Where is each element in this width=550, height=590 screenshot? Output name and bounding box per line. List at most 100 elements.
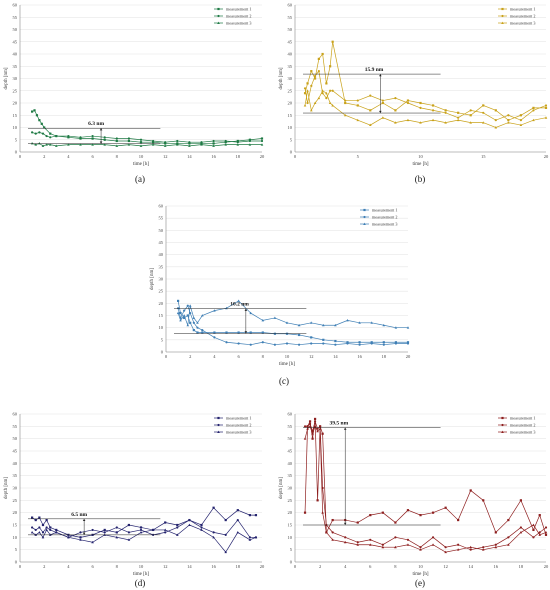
data-point — [544, 531, 548, 534]
data-point — [369, 543, 372, 546]
data-point — [176, 526, 179, 529]
y-tick-label: 25 — [159, 289, 164, 294]
annotation-arrowhead — [379, 110, 382, 114]
data-point — [457, 518, 460, 522]
data-point — [152, 139, 155, 143]
data-point — [313, 424, 317, 428]
data-point — [285, 321, 289, 324]
data-point — [176, 311, 180, 315]
data-point — [406, 342, 410, 345]
y-tick-label: 20 — [13, 510, 18, 515]
legend-marker — [501, 7, 504, 11]
legend-marker — [217, 7, 220, 11]
legend-entry: measurement 2 — [226, 423, 251, 428]
data-point — [358, 341, 361, 344]
legend-entry: measurement 1 — [510, 416, 535, 421]
data-point — [334, 339, 337, 343]
data-point — [41, 535, 45, 539]
chart-panel-5: 0 5 10 15 20 25 30 35 40 45 50 55 60 0 2 4 6 8 10 12 14 16 18 2… — [279, 412, 549, 589]
data-point — [249, 311, 252, 315]
series-1 — [177, 299, 410, 344]
data-point — [381, 101, 384, 105]
y-tick-label: 10 — [288, 125, 293, 130]
data-point — [139, 531, 143, 534]
y-tick-label: 0 — [290, 150, 293, 155]
data-point — [431, 543, 435, 546]
data-point — [311, 437, 314, 440]
data-point — [115, 526, 118, 529]
data-point — [444, 121, 447, 124]
data-point — [212, 506, 215, 509]
x-tick-label: 18 — [519, 564, 524, 569]
data-point — [225, 331, 228, 334]
x-tick-label: 2 — [189, 354, 191, 359]
y-tick-label: 15 — [13, 523, 18, 528]
x-tick-label: 20 — [544, 564, 549, 569]
data-point — [419, 121, 422, 124]
y-tick-label: 5 — [290, 137, 293, 142]
data-point — [41, 132, 45, 135]
data-point — [38, 516, 41, 519]
y-tick-label: 25 — [13, 498, 18, 503]
y-tick-label: 5 — [290, 547, 293, 552]
legend-marker — [501, 416, 504, 420]
panel-label: (b) — [415, 174, 426, 184]
data-point — [306, 427, 309, 430]
data-point — [313, 420, 317, 423]
y-tick-label: 60 — [288, 3, 293, 8]
data-point — [431, 104, 435, 107]
data-point — [303, 104, 307, 107]
data-point — [370, 321, 373, 324]
data-point — [469, 109, 472, 112]
data-point — [318, 427, 322, 430]
data-point — [308, 420, 312, 423]
legend-entry: measurement 2 — [226, 14, 251, 19]
data-point — [370, 341, 373, 344]
data-point — [188, 142, 191, 145]
data-point — [319, 425, 322, 428]
data-point — [55, 531, 58, 534]
data-point — [369, 123, 372, 127]
legend-marker — [501, 14, 504, 18]
data-point — [316, 499, 319, 502]
data-point — [79, 536, 82, 539]
data-point — [115, 144, 119, 147]
series-3 — [303, 424, 548, 554]
y-tick-label: 35 — [13, 473, 18, 478]
y-tick-label: 15 — [13, 113, 18, 118]
legend-entry: measurement 3 — [226, 430, 251, 435]
data-point — [152, 141, 155, 144]
data-point — [103, 143, 106, 146]
x-tick-label: 0 — [165, 354, 168, 359]
data-point — [325, 531, 328, 534]
y-tick-label: 55 — [159, 216, 164, 221]
data-point — [261, 331, 264, 334]
x-tick-label: 5 — [357, 154, 360, 159]
data-point — [394, 109, 397, 112]
data-point — [344, 536, 347, 539]
y-tick-label: 0 — [15, 560, 18, 565]
x-tick-label: 12 — [443, 564, 448, 569]
data-point — [306, 425, 309, 428]
data-point — [189, 321, 192, 324]
data-point — [317, 57, 320, 60]
x-axis-label: time [h] — [413, 162, 429, 167]
data-point — [494, 126, 498, 129]
data-point — [331, 89, 334, 92]
x-tick-label: 0 — [19, 564, 22, 569]
data-point — [273, 316, 277, 319]
x-tick-label: 4 — [344, 564, 347, 569]
data-point — [254, 514, 258, 517]
data-point — [201, 329, 204, 332]
data-point — [381, 116, 385, 119]
y-tick-label: 55 — [288, 424, 293, 429]
data-point — [249, 331, 252, 334]
x-tick-label: 6 — [237, 354, 240, 359]
data-point — [236, 509, 239, 512]
data-point — [369, 109, 372, 112]
data-point — [237, 342, 240, 345]
data-point — [444, 506, 447, 509]
data-point — [103, 138, 106, 141]
data-point — [544, 104, 548, 107]
x-axis-label: time [h] — [413, 572, 429, 577]
